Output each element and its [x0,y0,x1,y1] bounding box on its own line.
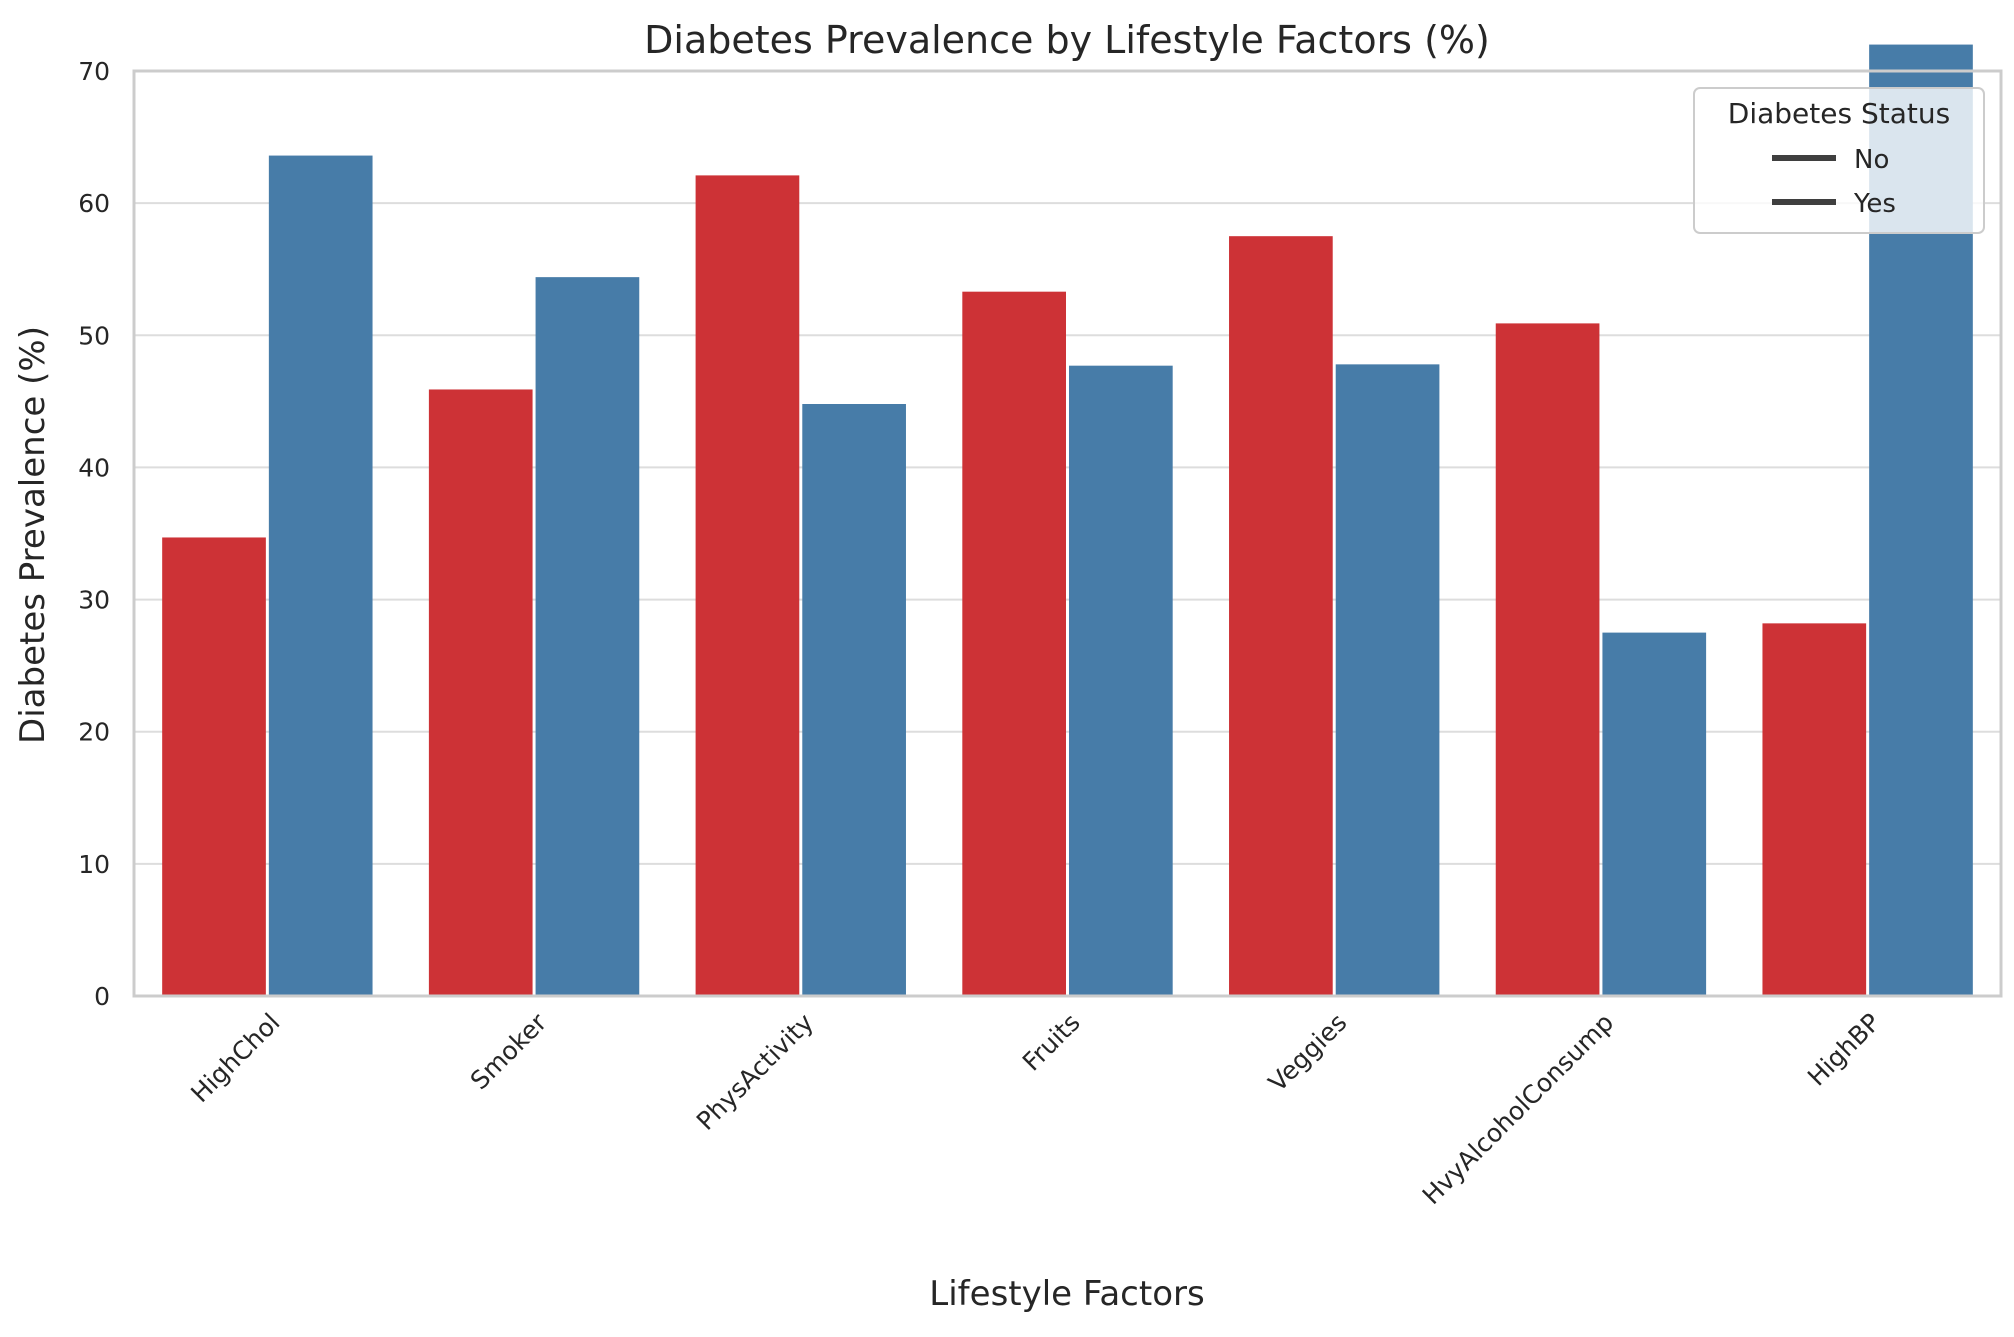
bar-no-fruits [962,291,1066,996]
bar-no-veggies [1229,236,1333,996]
legend: Diabetes Status No Yes [1693,87,1985,234]
y-tick-label: 10 [78,850,110,879]
y-tick-label: 20 [78,718,110,747]
bar-yes-fruits [1069,365,1173,996]
bar-yes-physactivity [802,404,906,996]
legend-box [1693,87,1985,234]
bar-no-physactivity [695,175,800,997]
y-tick-labels: 0 10 20 30 40 50 60 70 [78,57,110,1011]
y-tick-label: 0 [94,982,110,1011]
y-tick-label: 70 [78,57,110,86]
legend-label-yes: Yes [1853,189,1896,219]
bar-no-highbp [1762,623,1867,996]
bar-no-hvyalcoholconsump [1495,323,1600,997]
bar-yes-highchol [268,155,373,997]
x-axis-title: Lifestyle Factors [929,1274,1204,1314]
y-axis-title: Diabetes Prevalence (%) [13,326,53,744]
bars [162,44,1973,997]
bar-yes-smoker [535,277,640,997]
chart-title: Diabetes Prevalence by Lifestyle Factors… [644,18,1490,62]
bar-no-smoker [428,389,533,996]
plot-frame [132,69,2003,998]
y-tick-label: 30 [78,586,110,615]
y-tick-label: 40 [78,453,110,482]
bar-yes-hvyalcoholconsump [1602,632,1707,996]
y-tick-label: 60 [78,189,110,218]
y-tick-label: 50 [78,321,110,350]
legend-label-no: No [1854,145,1889,175]
bar-no-highchol [162,537,266,996]
legend-title: Diabetes Status [1728,97,1950,130]
bar-yes-veggies [1335,364,1440,996]
